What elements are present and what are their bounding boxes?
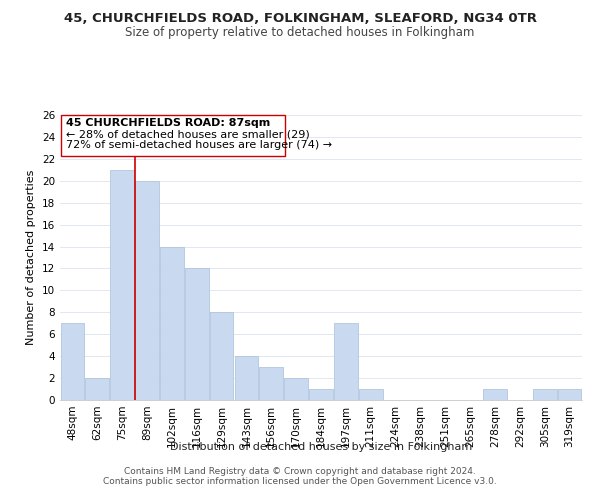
- Text: Contains public sector information licensed under the Open Government Licence v3: Contains public sector information licen…: [103, 477, 497, 486]
- Bar: [135, 181, 159, 400]
- Bar: [334, 324, 358, 400]
- Text: 45 CHURCHFIELDS ROAD: 87sqm: 45 CHURCHFIELDS ROAD: 87sqm: [66, 118, 271, 128]
- Bar: [185, 268, 209, 400]
- Bar: [85, 378, 109, 400]
- Bar: [259, 367, 283, 400]
- Text: Distribution of detached houses by size in Folkingham: Distribution of detached houses by size …: [170, 442, 472, 452]
- Bar: [110, 170, 134, 400]
- Bar: [210, 312, 233, 400]
- Bar: [533, 389, 557, 400]
- Bar: [160, 246, 184, 400]
- Bar: [284, 378, 308, 400]
- Bar: [235, 356, 258, 400]
- Text: ← 28% of detached houses are smaller (29): ← 28% of detached houses are smaller (29…: [66, 130, 310, 140]
- Bar: [61, 324, 84, 400]
- Bar: [483, 389, 507, 400]
- Bar: [309, 389, 333, 400]
- Y-axis label: Number of detached properties: Number of detached properties: [26, 170, 37, 345]
- Text: 45, CHURCHFIELDS ROAD, FOLKINGHAM, SLEAFORD, NG34 0TR: 45, CHURCHFIELDS ROAD, FOLKINGHAM, SLEAF…: [64, 12, 536, 26]
- FancyBboxPatch shape: [61, 115, 285, 156]
- Text: 72% of semi-detached houses are larger (74) →: 72% of semi-detached houses are larger (…: [66, 140, 332, 150]
- Text: Size of property relative to detached houses in Folkingham: Size of property relative to detached ho…: [125, 26, 475, 39]
- Bar: [359, 389, 383, 400]
- Bar: [558, 389, 581, 400]
- Text: Contains HM Land Registry data © Crown copyright and database right 2024.: Contains HM Land Registry data © Crown c…: [124, 467, 476, 476]
